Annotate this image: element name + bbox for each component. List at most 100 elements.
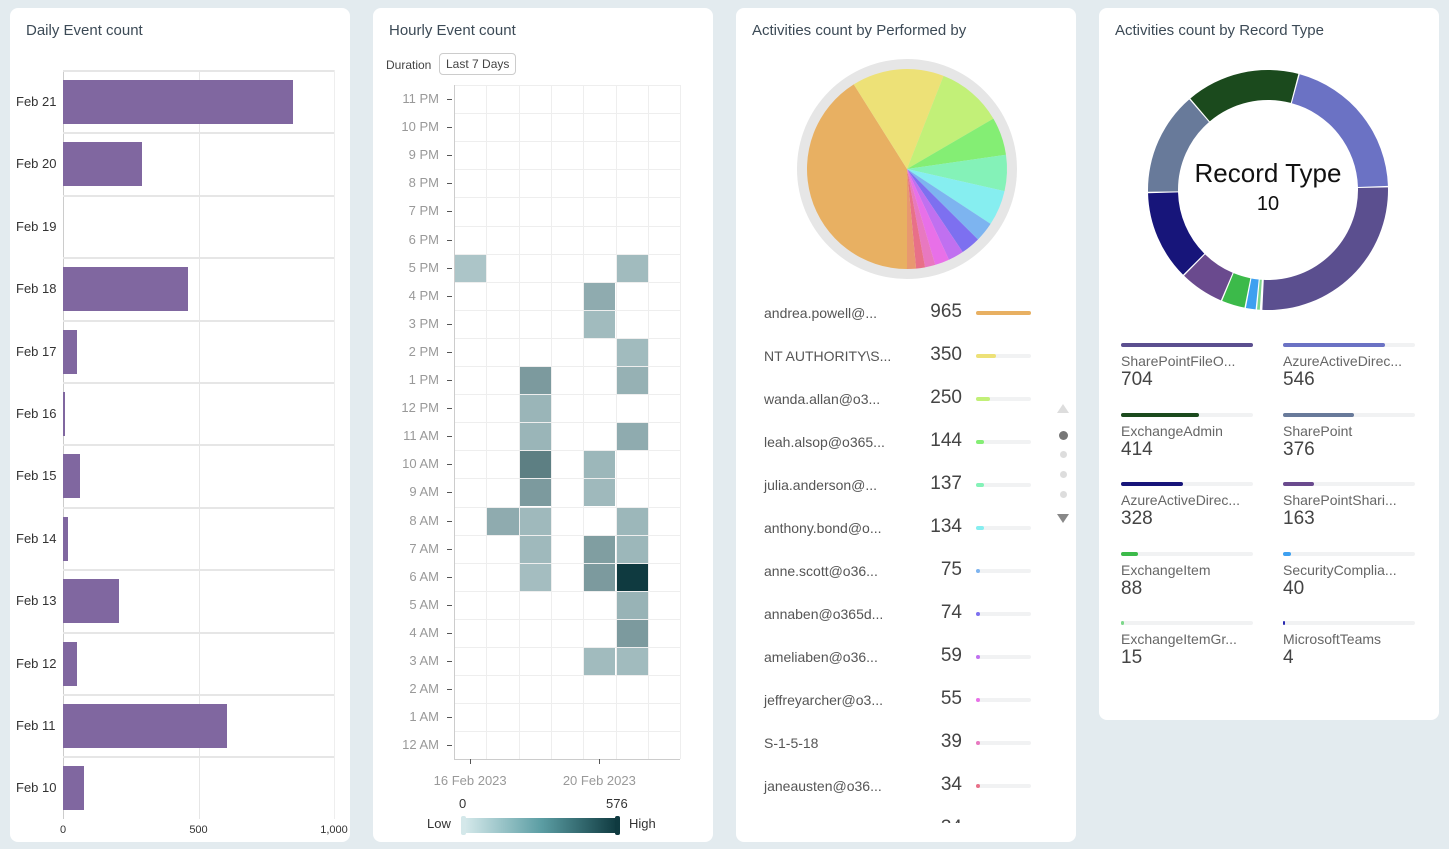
panel-title: Hourly Event count (389, 22, 516, 39)
gridline-horizontal (454, 85, 681, 86)
heatmap-cell[interactable] (584, 563, 616, 591)
page-dot[interactable] (1060, 471, 1067, 478)
list-item[interactable]: ameliaben@o36... 59 (736, 632, 1056, 675)
heatmap-cell[interactable] (519, 395, 551, 423)
donut-segment[interactable] (1245, 278, 1259, 310)
list-item[interactable]: julia.anderson@... 137 (736, 460, 1056, 503)
scroll-up-icon[interactable] (1057, 404, 1069, 413)
donut-segment[interactable] (1148, 192, 1205, 275)
donut-segment[interactable] (1190, 70, 1299, 122)
heatmap-cell[interactable] (616, 423, 648, 451)
donut-segment[interactable] (1222, 273, 1251, 308)
heatmap-cell[interactable] (519, 535, 551, 563)
list-item[interactable]: S-1-5-18 39 (736, 718, 1056, 761)
pie-slice[interactable] (907, 75, 994, 169)
pie-slice[interactable] (907, 169, 978, 253)
legend-item[interactable]: MicrosoftTeams 4 (1283, 621, 1415, 669)
bar[interactable] (63, 267, 189, 312)
scroll-down-icon[interactable] (1057, 514, 1069, 523)
heatmap-cell[interactable] (616, 254, 648, 282)
heatmap-cell[interactable] (616, 591, 648, 619)
performer-bar-fill (976, 612, 981, 616)
donut-segment[interactable] (1184, 254, 1233, 301)
pie-slice[interactable] (907, 118, 1006, 169)
heatmap-cell[interactable] (584, 479, 616, 507)
duration-select[interactable]: Last 7 Days (439, 53, 517, 75)
performer-bar-fill (976, 440, 985, 444)
pie-slice[interactable] (907, 154, 1007, 192)
pie-slice[interactable] (907, 169, 963, 260)
heatmap-cell[interactable] (584, 535, 616, 563)
pie-slice[interactable] (907, 169, 1005, 224)
heatmap-cell[interactable] (584, 648, 616, 676)
heatmap-cell[interactable] (455, 254, 487, 282)
scale-handle-low[interactable] (461, 816, 466, 835)
page-dot[interactable] (1060, 491, 1067, 498)
heatmap-cell[interactable] (519, 423, 551, 451)
list-item[interactable]: janeausten@o36... 34 (736, 761, 1056, 804)
bar[interactable] (63, 641, 78, 686)
legend-item[interactable]: ExchangeAdmin 414 (1121, 412, 1253, 461)
heatmap-cell[interactable] (616, 338, 648, 366)
heatmap-cell[interactable] (487, 507, 519, 535)
bar[interactable] (63, 454, 81, 499)
pie-slice[interactable] (853, 69, 944, 169)
heatmap-cell[interactable] (616, 535, 648, 563)
bar[interactable] (63, 704, 227, 748)
pie-slice[interactable] (907, 169, 936, 268)
legend-item[interactable]: ExchangeItemGr... 15 (1121, 621, 1253, 669)
list-item[interactable]: NT AUTHORITY\S... 350 (736, 331, 1056, 374)
list-item[interactable]: austin.terry@o36... 34 (736, 804, 1056, 823)
bar[interactable] (63, 329, 78, 374)
heatmap-cell[interactable] (519, 479, 551, 507)
performer-bar-track (976, 784, 1031, 788)
hour-label: 12 PM (401, 400, 439, 416)
donut-segment[interactable] (1257, 279, 1262, 310)
scale-handle-high[interactable] (615, 816, 620, 835)
legend-item[interactable]: AzureActiveDirec... 546 (1283, 343, 1415, 391)
list-item[interactable]: andrea.powell@... 965 (736, 288, 1056, 331)
bar[interactable] (63, 80, 293, 124)
list-item[interactable]: anne.scott@o36... 75 (736, 546, 1056, 589)
heatmap-cell[interactable] (584, 451, 616, 479)
legend-item[interactable]: SharePoint 376 (1283, 412, 1415, 461)
legend-item[interactable]: SharePointFileO... 704 (1121, 343, 1253, 391)
donut-segment[interactable] (1291, 74, 1388, 187)
legend-item[interactable]: SharePointShari... 163 (1283, 482, 1415, 530)
page-dot[interactable] (1060, 451, 1067, 458)
heatmap-cell[interactable] (519, 367, 551, 395)
list-item[interactable]: anthony.bond@o... 134 (736, 503, 1056, 546)
pie-slice[interactable] (907, 169, 991, 240)
bar[interactable] (63, 142, 143, 187)
bar[interactable] (63, 392, 65, 436)
heatmap-cell[interactable] (616, 563, 648, 591)
list-item[interactable]: wanda.allan@o3... 250 (736, 374, 1056, 417)
pie-slice[interactable] (907, 169, 926, 269)
pie-slice[interactable] (907, 169, 949, 265)
heatmap-cell[interactable] (616, 619, 648, 647)
list-item[interactable]: jeffreyarcher@o3... 55 (736, 675, 1056, 718)
legend-item[interactable]: ExchangeItem 88 (1121, 551, 1253, 600)
heatmap-cell[interactable] (519, 563, 551, 591)
bar[interactable] (63, 766, 85, 811)
heatmap-cell[interactable] (519, 451, 551, 479)
bar[interactable] (63, 516, 69, 561)
page-dot-active[interactable] (1059, 431, 1068, 440)
bar[interactable] (63, 579, 120, 624)
heatmap-cell[interactable] (519, 507, 551, 535)
legend-item[interactable]: SecurityComplia... 40 (1283, 551, 1415, 600)
list-item[interactable]: leah.alsop@o365... 144 (736, 417, 1056, 460)
hour-label: 1 AM (409, 709, 439, 725)
heatmap-cell[interactable] (616, 648, 648, 676)
pie-slice[interactable] (907, 169, 917, 269)
legend-item[interactable]: AzureActiveDirec... 328 (1121, 482, 1253, 530)
heatmap-cell[interactable] (584, 282, 616, 310)
donut-segment[interactable] (1148, 99, 1209, 192)
category-label: Feb 10 (16, 780, 57, 796)
donut-segment[interactable] (1262, 187, 1388, 310)
list-item[interactable]: annaben@o365d... 74 (736, 589, 1056, 632)
pie-slice[interactable] (807, 84, 907, 269)
heatmap-cell[interactable] (584, 310, 616, 338)
heatmap-cell[interactable] (616, 367, 648, 395)
heatmap-cell[interactable] (616, 507, 648, 535)
